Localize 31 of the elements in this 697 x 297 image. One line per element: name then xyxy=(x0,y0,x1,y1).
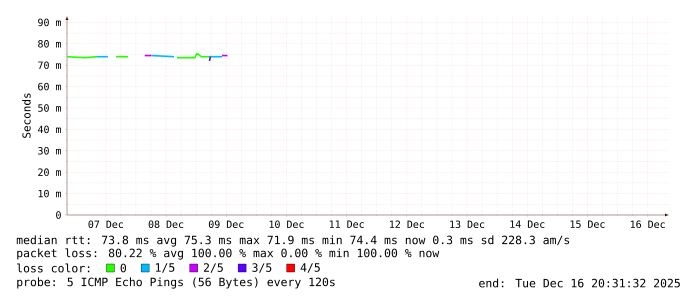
text: probe: 5 ICMP Echo Pings (56 Bytes) every 120s xyxy=(17,277,335,289)
legend-label: 4/5 xyxy=(300,263,320,273)
y-tick-label: 60 m xyxy=(38,82,62,90)
x-tick-label: 09 Dec xyxy=(208,220,244,228)
x-tick-label: 11 Dec xyxy=(330,220,364,228)
x-tick-label: 15 Dec xyxy=(570,220,605,228)
legend-label: 0 xyxy=(120,264,126,272)
legend-label: 1/5 xyxy=(156,263,174,273)
y-tick-label: 90 m xyxy=(38,18,62,26)
y-tick-label: 30 m xyxy=(38,147,62,155)
y-tick-label: 20 m xyxy=(38,168,62,176)
y-tick-label: 40 m xyxy=(38,126,62,134)
text: end: Tue Dec 16 20:31:32 2025 xyxy=(479,278,680,288)
y-tick-label: 10 m xyxy=(38,190,62,198)
x-tick-label: 12 Dec xyxy=(390,220,424,228)
y-axis-title: Seconds xyxy=(22,94,31,138)
x-tick-label: 16 Dec xyxy=(630,220,665,228)
x-tick-label: 13 Dec xyxy=(450,220,484,228)
legend-label: 2/5 xyxy=(204,263,223,273)
legend-title: loss color: xyxy=(17,264,90,272)
y-tick-label: 50 m xyxy=(38,104,62,112)
legend-label: 3/5 xyxy=(252,263,272,273)
x-tick-label: 14 Dec xyxy=(510,220,544,228)
y-tick-label: 80 m xyxy=(38,40,62,48)
x-tick-label: 10 Dec xyxy=(270,220,304,228)
y-tick-label: 70 m xyxy=(38,61,62,69)
y-tick-label: 0 xyxy=(56,211,61,219)
x-tick-label: 08 Dec xyxy=(148,220,184,228)
x-tick-label: 07 Dec xyxy=(88,220,124,228)
text: median rtt: 73.8 ms avg 75.3 ms max 71.9 ms min 74.4 ms now 0.3 ms sd 228.3 am/s xyxy=(16,235,570,247)
text: packet loss: 80.22 % avg 100.00 % max 0.00 % min 100.00 % now xyxy=(17,248,440,260)
